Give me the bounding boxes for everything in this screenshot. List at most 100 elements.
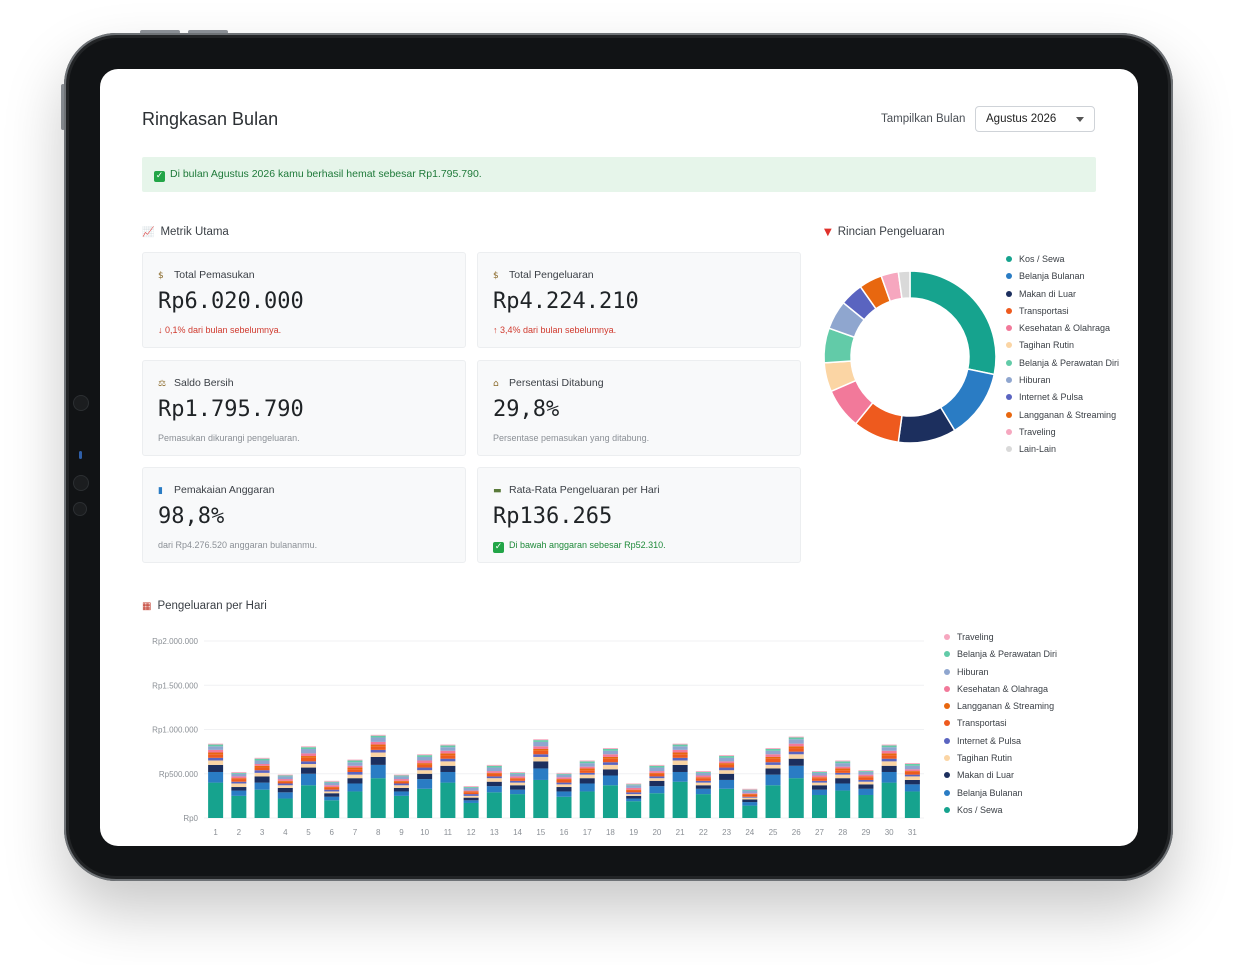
- bar-segment-kesehatan-olahraga[interactable]: [788, 743, 804, 747]
- bar-segment-hiburan[interactable]: [602, 750, 618, 755]
- bar-segment-belanja-bulanan[interactable]: [533, 768, 549, 780]
- bar-segment-belanja-perawatan-diri[interactable]: [788, 737, 804, 740]
- bar-segment-hiburan[interactable]: [486, 767, 502, 772]
- bar-segment-belanja-perawatan-diri[interactable]: [393, 775, 409, 777]
- bar-segment-langganan-streaming[interactable]: [904, 771, 920, 772]
- legend-item-langganan-streaming[interactable]: Langganan & Streaming: [944, 698, 1057, 715]
- bar-segment-hiburan[interactable]: [904, 765, 920, 770]
- bar-segment-transportasi[interactable]: [695, 778, 711, 781]
- bar-segment-transportasi[interactable]: [324, 787, 340, 790]
- legend-item-kesehatan-olahraga[interactable]: Kesehatan & Olahraga: [1006, 320, 1119, 337]
- bar-segment-langganan-streaming[interactable]: [556, 779, 572, 780]
- bar-segment-belanja-bulanan[interactable]: [788, 765, 804, 779]
- bar-segment-belanja-bulanan[interactable]: [881, 771, 897, 783]
- bar-segment-kesehatan-olahraga[interactable]: [208, 749, 224, 753]
- bar-segment-hiburan[interactable]: [765, 750, 781, 755]
- bar-segment-hiburan[interactable]: [626, 785, 642, 788]
- bar-segment-kos-sewa[interactable]: [835, 790, 851, 818]
- bar-segment-transportasi[interactable]: [672, 754, 688, 758]
- bar-segment-belanja-bulanan[interactable]: [672, 771, 688, 782]
- bar-segment-kos-sewa[interactable]: [231, 795, 247, 818]
- bar-segment-tagihan-rutin[interactable]: [695, 782, 711, 786]
- bar-segment-langganan-streaming[interactable]: [626, 789, 642, 791]
- bar-segment-transportasi[interactable]: [719, 764, 735, 768]
- bar-segment-internet-pulsa[interactable]: [231, 781, 247, 784]
- bar-segment-kos-sewa[interactable]: [347, 791, 363, 818]
- bar-segment-belanja-perawatan-diri[interactable]: [301, 747, 317, 749]
- bar-segment-traveling[interactable]: [835, 760, 851, 762]
- bar-segment-traveling[interactable]: [347, 759, 363, 761]
- bar-segment-kos-sewa[interactable]: [579, 791, 595, 818]
- bar-segment-belanja-perawatan-diri[interactable]: [672, 744, 688, 747]
- bar-segment-tagihan-rutin[interactable]: [858, 781, 874, 785]
- bar-segment-kesehatan-olahraga[interactable]: [277, 779, 293, 781]
- bar-segment-belanja-perawatan-diri[interactable]: [463, 787, 479, 788]
- bar-segment-belanja-perawatan-diri[interactable]: [440, 745, 456, 748]
- bar-segment-belanja-bulanan[interactable]: [626, 798, 642, 802]
- bar-segment-transportasi[interactable]: [765, 758, 781, 763]
- bar-segment-traveling[interactable]: [788, 736, 804, 738]
- bar-segment-hiburan[interactable]: [788, 739, 804, 744]
- bar-segment-internet-pulsa[interactable]: [510, 780, 526, 783]
- bar-segment-belanja-perawatan-diri[interactable]: [765, 748, 781, 751]
- bar-segment-kos-sewa[interactable]: [463, 802, 479, 818]
- bar-segment-kos-sewa[interactable]: [788, 778, 804, 818]
- bar-segment-transportasi[interactable]: [277, 781, 293, 784]
- bar-segment-hiburan[interactable]: [370, 737, 386, 742]
- bar-segment-kos-sewa[interactable]: [904, 791, 920, 818]
- bar-segment-traveling[interactable]: [533, 739, 549, 741]
- bar-segment-langganan-streaming[interactable]: [393, 780, 409, 782]
- bar-segment-tagihan-rutin[interactable]: [533, 756, 549, 762]
- bar-segment-traveling[interactable]: [393, 774, 409, 776]
- bar-segment-makan-di-luar[interactable]: [370, 756, 386, 765]
- bar-segment-hiburan[interactable]: [510, 773, 526, 777]
- bar-segment-makan-di-luar[interactable]: [324, 793, 340, 797]
- bar-segment-kesehatan-olahraga[interactable]: [626, 787, 642, 790]
- bar-segment-kos-sewa[interactable]: [208, 782, 224, 818]
- bar-segment-makan-di-luar[interactable]: [858, 784, 874, 789]
- bar-segment-belanja-perawatan-diri[interactable]: [811, 771, 827, 773]
- bar-segment-makan-di-luar[interactable]: [695, 785, 711, 789]
- bar-segment-belanja-bulanan[interactable]: [556, 791, 572, 797]
- bar-segment-kesehatan-olahraga[interactable]: [254, 764, 270, 766]
- legend-item-transportasi[interactable]: Transportasi: [944, 715, 1057, 732]
- bar-segment-langganan-streaming[interactable]: [533, 748, 549, 751]
- bar-segment-tagihan-rutin[interactable]: [626, 794, 642, 796]
- bar-segment-transportasi[interactable]: [393, 781, 409, 784]
- bar-segment-internet-pulsa[interactable]: [602, 762, 618, 765]
- bar-segment-makan-di-luar[interactable]: [881, 765, 897, 772]
- bar-segment-traveling[interactable]: [672, 743, 688, 745]
- bar-segment-tagihan-rutin[interactable]: [417, 770, 433, 774]
- bar-segment-tagihan-rutin[interactable]: [788, 754, 804, 759]
- bar-segment-belanja-bulanan[interactable]: [208, 771, 224, 783]
- legend-item-traveling[interactable]: Traveling: [944, 629, 1057, 646]
- bar-segment-kos-sewa[interactable]: [393, 795, 409, 818]
- bar-segment-kos-sewa[interactable]: [695, 794, 711, 818]
- bar-segment-langganan-streaming[interactable]: [440, 753, 456, 756]
- bar-segment-makan-di-luar[interactable]: [602, 769, 618, 776]
- bar-segment-belanja-perawatan-diri[interactable]: [533, 740, 549, 742]
- bar-segment-traveling[interactable]: [904, 763, 920, 765]
- bar-segment-langganan-streaming[interactable]: [602, 756, 618, 759]
- bar-segment-traveling[interactable]: [881, 744, 897, 746]
- bar-segment-traveling[interactable]: [742, 788, 758, 790]
- bar-segment-tagihan-rutin[interactable]: [347, 774, 363, 779]
- bar-segment-tagihan-rutin[interactable]: [463, 795, 479, 798]
- bar-segment-hiburan[interactable]: [533, 741, 549, 747]
- bar-segment-makan-di-luar[interactable]: [533, 761, 549, 769]
- bar-segment-hiburan[interactable]: [811, 772, 827, 776]
- legend-item-kesehatan-olahraga[interactable]: Kesehatan & Olahraga: [944, 681, 1057, 698]
- bar-segment-kesehatan-olahraga[interactable]: [324, 785, 340, 788]
- bar-segment-internet-pulsa[interactable]: [393, 783, 409, 786]
- bar-segment-traveling[interactable]: [440, 744, 456, 746]
- bar-segment-transportasi[interactable]: [231, 779, 247, 782]
- bar-segment-kos-sewa[interactable]: [417, 788, 433, 818]
- bar-segment-internet-pulsa[interactable]: [742, 796, 758, 798]
- bar-segment-langganan-streaming[interactable]: [277, 780, 293, 782]
- bar-segment-internet-pulsa[interactable]: [881, 758, 897, 762]
- bar-segment-internet-pulsa[interactable]: [440, 758, 456, 762]
- bar-segment-kesehatan-olahraga[interactable]: [672, 749, 688, 753]
- bar-segment-hiburan[interactable]: [440, 747, 456, 751]
- bar-segment-transportasi[interactable]: [788, 748, 804, 752]
- bar-segment-langganan-streaming[interactable]: [324, 787, 340, 788]
